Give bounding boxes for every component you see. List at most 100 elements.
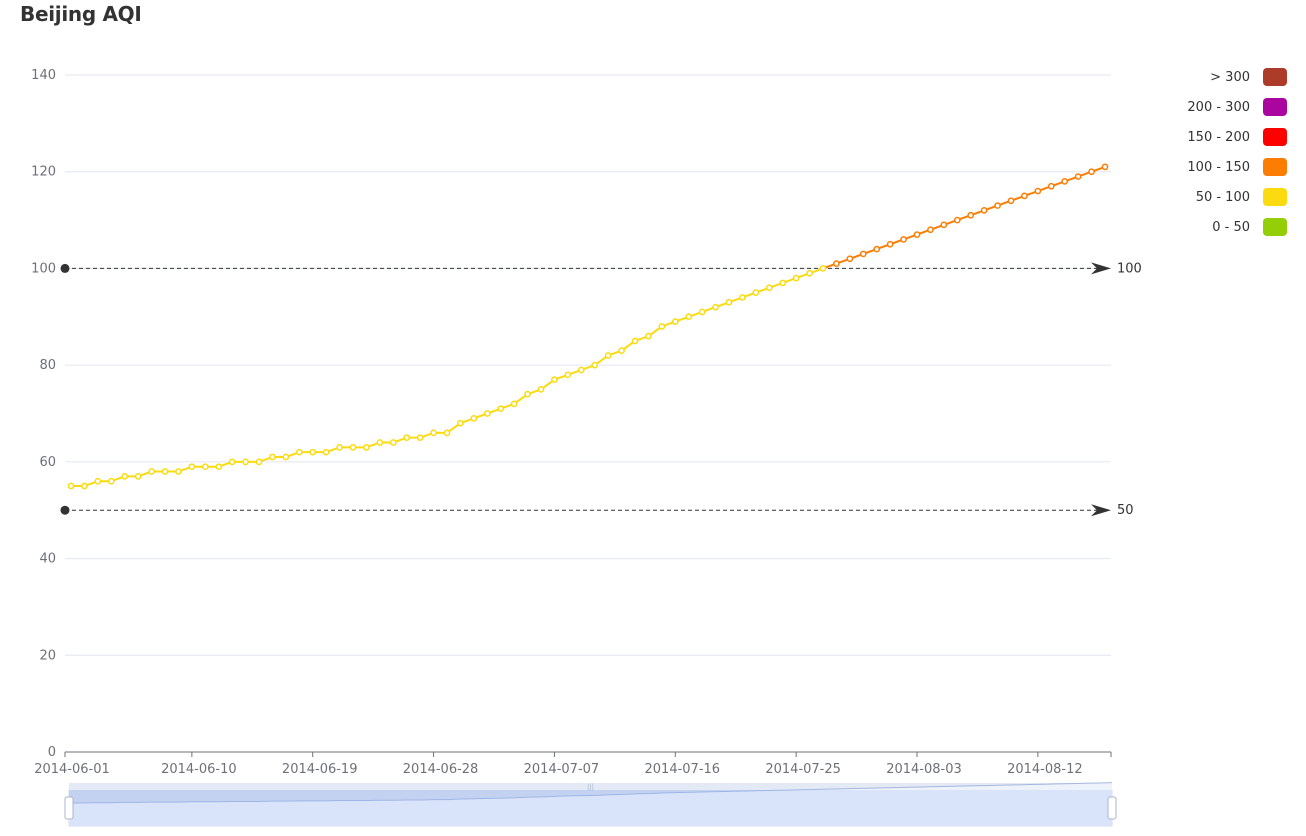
data-point[interactable] (658, 323, 666, 330)
data-point[interactable] (1047, 182, 1055, 190)
legend-label: 100 - 150 (1187, 160, 1250, 175)
data-point[interactable] (295, 448, 303, 456)
data-point[interactable] (282, 453, 290, 461)
data-point[interactable] (349, 444, 357, 451)
data-point[interactable] (443, 429, 451, 437)
y-tick-label: 40 (39, 552, 56, 567)
data-point[interactable] (940, 221, 948, 229)
data-point[interactable] (819, 265, 827, 272)
data-point[interactable] (779, 279, 787, 287)
data-point[interactable] (551, 376, 558, 383)
data-point[interactable] (1007, 197, 1015, 205)
data-point[interactable] (833, 260, 840, 267)
data-point[interactable] (712, 303, 719, 311)
data-point[interactable] (618, 347, 625, 354)
data-point[interactable] (685, 313, 693, 321)
legend-item[interactable]: 100 - 150 (1187, 158, 1287, 176)
data-point[interactable] (524, 390, 531, 398)
data-point[interactable] (1074, 173, 1082, 180)
data-point[interactable] (537, 385, 545, 393)
data-point[interactable] (739, 294, 746, 301)
data-point[interactable] (430, 429, 437, 437)
data-zoom-slider: ||| (64, 782, 1117, 827)
y-tick-label: 120 (31, 165, 56, 180)
data-point[interactable] (752, 289, 760, 296)
data-point[interactable] (725, 298, 733, 306)
zoom-preview-line (69, 782, 1113, 804)
data-point[interactable] (591, 361, 599, 369)
data-point[interactable] (322, 448, 330, 456)
data-point[interactable] (927, 226, 934, 234)
data-point[interactable] (846, 255, 854, 263)
data-point[interactable] (228, 458, 236, 466)
data-point[interactable] (175, 468, 182, 475)
data-point[interactable] (188, 463, 196, 471)
data-point[interactable] (913, 231, 921, 238)
data-point[interactable] (201, 463, 209, 471)
data-point[interactable] (363, 444, 370, 451)
zoom-right-handle[interactable] (1107, 796, 1117, 820)
data-point[interactable] (497, 405, 505, 413)
mark-lines: 50 100 (60, 261, 1142, 518)
data-point[interactable] (1101, 163, 1109, 171)
data-point[interactable] (1034, 187, 1042, 195)
data-point[interactable] (81, 482, 88, 490)
data-point[interactable] (107, 477, 115, 485)
legend-item[interactable]: 200 - 300 (1187, 98, 1287, 116)
data-point[interactable] (873, 245, 881, 253)
data-point[interactable] (645, 332, 652, 340)
data-point[interactable] (134, 473, 142, 480)
data-point[interactable] (255, 458, 263, 466)
data-point[interactable] (470, 414, 478, 422)
data-point[interactable] (403, 434, 411, 442)
data-point[interactable] (148, 468, 155, 475)
data-point[interactable] (1088, 168, 1095, 176)
data-point[interactable] (269, 453, 276, 461)
legend-item[interactable]: 150 - 200 (1187, 128, 1287, 146)
data-point[interactable] (483, 410, 491, 417)
data-point[interactable] (886, 240, 894, 248)
data-point[interactable] (121, 473, 129, 480)
data-point[interactable] (309, 448, 317, 456)
data-point[interactable] (792, 274, 800, 282)
data-point[interactable] (671, 318, 679, 325)
data-point[interactable] (336, 444, 343, 451)
data-point[interactable] (161, 468, 169, 475)
data-point[interactable] (953, 216, 961, 224)
legend-item[interactable]: 0 - 50 (1212, 218, 1287, 236)
zoom-left-handle[interactable] (64, 796, 74, 820)
legend-swatch (1263, 158, 1287, 176)
data-point[interactable] (389, 439, 397, 446)
data-point[interactable] (980, 207, 988, 214)
data-point[interactable] (859, 250, 867, 258)
data-point[interactable] (765, 284, 773, 292)
data-point[interactable] (510, 400, 518, 408)
zoom-selection[interactable] (69, 790, 1112, 826)
data-point[interactable] (242, 458, 249, 466)
data-point[interactable] (806, 269, 813, 277)
legend-swatch (1263, 68, 1287, 86)
data-point[interactable] (698, 308, 706, 316)
data-point[interactable] (67, 482, 75, 490)
data-point[interactable] (967, 211, 975, 219)
data-point[interactable] (457, 419, 464, 427)
data-point[interactable] (631, 337, 639, 345)
data-point[interactable] (564, 371, 572, 379)
y-tick-label: 60 (39, 455, 56, 470)
data-point[interactable] (1061, 178, 1069, 185)
data-point[interactable] (994, 202, 1001, 209)
data-point[interactable] (577, 366, 585, 374)
data-point[interactable] (900, 236, 907, 243)
data-point[interactable] (604, 352, 612, 359)
legend-item[interactable]: > 300 (1210, 68, 1287, 86)
zoom-move-handle[interactable] (69, 783, 1112, 790)
data-point[interactable] (215, 463, 223, 471)
data-point[interactable] (416, 434, 424, 442)
data-point[interactable] (94, 477, 102, 485)
legend-item[interactable]: 50 - 100 (1196, 188, 1287, 206)
mark-line-arrow (1091, 262, 1111, 275)
legend-swatch (1263, 188, 1287, 206)
data-point[interactable] (376, 439, 384, 446)
x-tick-label: 2014-08-12 (1007, 762, 1083, 777)
data-point[interactable] (1021, 192, 1028, 200)
